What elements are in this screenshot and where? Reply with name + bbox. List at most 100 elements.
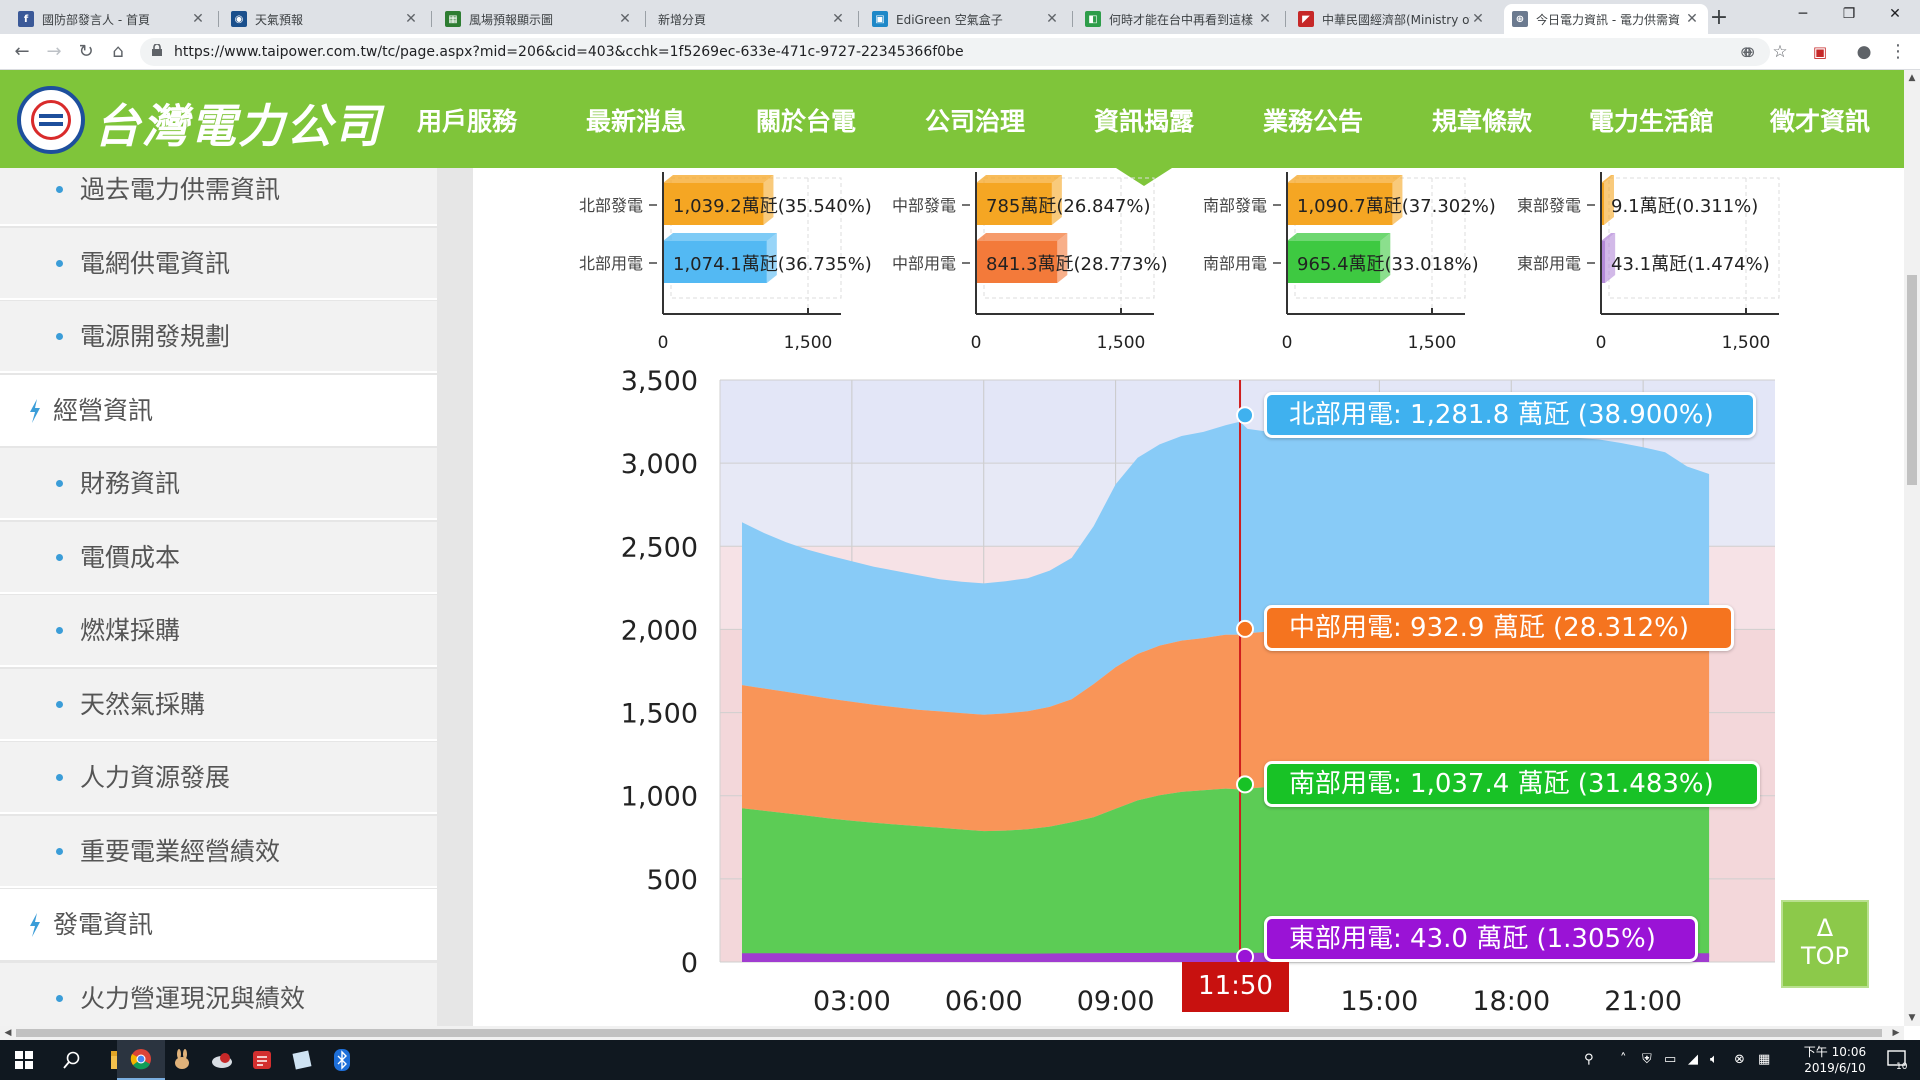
horizontal-scroll-thumb[interactable] <box>16 1029 1882 1037</box>
browser-tab[interactable]: ▣ EdiGreen 空氣盒子 ✕ <box>864 4 1068 34</box>
bar-category-label: 北部發電 <box>579 196 643 215</box>
tab-close-icon[interactable]: ✕ <box>1472 11 1484 27</box>
back-icon[interactable]: ← <box>14 41 30 62</box>
bar-data-label: 43.1萬瓩(1.474%) <box>1611 254 1770 275</box>
nav-item[interactable]: 徵才資訊 <box>1770 107 1871 136</box>
scroll-left-icon[interactable]: ◀ <box>4 1028 12 1038</box>
nav-item[interactable]: 最新消息 <box>586 107 687 136</box>
extension-icon[interactable]: ▣ <box>1812 43 1828 61</box>
sidebar-item[interactable]: 天然氣採購 <box>0 668 437 741</box>
tooltip-dot <box>1236 619 1255 638</box>
sidebar-item[interactable]: 人力資源發展 <box>0 742 437 814</box>
restore-button[interactable]: ❐ <box>1842 6 1856 22</box>
area-x-tick-label: 15:00 <box>1340 986 1418 1017</box>
sidebar-item[interactable]: 財務資訊 <box>0 448 437 520</box>
scroll-up-icon[interactable]: ▲ <box>1908 73 1916 83</box>
bullet-icon <box>56 847 63 855</box>
zoom-icon[interactable]: ⊕ <box>1740 43 1753 61</box>
horizontal-scrollbar[interactable]: ◀ ▶ <box>0 1026 1904 1040</box>
sidebar-item[interactable]: 電網供電資訊 <box>0 227 437 300</box>
sidebar-item[interactable]: 電源開發規劃 <box>0 301 437 373</box>
app-rabbit-icon[interactable] <box>158 1040 206 1080</box>
tab-close-icon[interactable]: ✕ <box>1046 11 1058 27</box>
browser-tab[interactable]: ◧ 何時才能在台中再看到這樣 ✕ <box>1077 4 1281 34</box>
nav-item[interactable]: 資訊揭露 <box>1094 107 1195 136</box>
tab-close-icon[interactable]: ✕ <box>405 11 417 27</box>
address-bar[interactable]: https://www.taipower.com.tw/tc/page.aspx… <box>140 38 1770 66</box>
sidebar-item-label: 過去電力供需資訊 <box>80 175 281 204</box>
area-y-tick-label: 1,000 <box>621 782 698 813</box>
sidebar-item[interactable]: 重要電業經營績效 <box>0 815 437 888</box>
bar-side-face <box>1051 175 1062 225</box>
nav-item[interactable]: 用戶服務 <box>417 107 518 136</box>
browser-tab[interactable]: ◤ 中華民國經濟部(Ministry of ✕ <box>1290 4 1494 34</box>
security-tray-icon[interactable]: ⛨ <box>1642 1052 1652 1067</box>
network-icon[interactable]: ◢ <box>1688 1052 1698 1067</box>
sidebar-item[interactable]: 火力營運現況與績效 <box>0 962 437 1026</box>
back-to-top-button[interactable]: Δ TOP <box>1781 900 1869 988</box>
bar-data-label: 1,090.7萬瓩(37.302%) <box>1297 196 1496 217</box>
active-nav-pointer <box>1116 168 1172 186</box>
vertical-scroll-thumb[interactable] <box>1907 275 1917 485</box>
chrome-icon[interactable] <box>117 1040 165 1080</box>
tab-close-icon[interactable]: ✕ <box>192 11 204 27</box>
home-icon[interactable]: ⌂ <box>112 41 124 62</box>
zoom-icon[interactable]: ⊕ <box>1742 43 1756 61</box>
sidebar-item-label: 燃煤採購 <box>80 616 181 645</box>
browser-tab[interactable]: ▦ 風場預報顯示圖 ✕ <box>437 4 641 34</box>
sidebar-item[interactable]: 電價成本 <box>0 521 437 594</box>
site-logo-text[interactable]: 台灣電力公司 <box>94 99 382 153</box>
people-icon[interactable]: ⚲ <box>1584 1052 1594 1067</box>
nav-item[interactable]: 公司治理 <box>925 107 1026 136</box>
tab-close-icon[interactable]: ✕ <box>619 11 631 27</box>
close-circle-icon[interactable]: ⊗ <box>1734 1052 1745 1067</box>
bar-top-face <box>976 233 1068 241</box>
windows-start-icon[interactable] <box>0 1040 48 1080</box>
sidebar-item[interactable]: 過去電力供需資訊 <box>0 168 437 226</box>
close-window-button[interactable]: ✕ <box>1889 6 1901 22</box>
taipower-logo-icon[interactable] <box>17 86 85 154</box>
nav-item[interactable]: 規章條款 <box>1432 107 1533 136</box>
minimize-button[interactable]: ─ <box>1798 6 1808 22</box>
tab-close-icon[interactable]: ✕ <box>1259 11 1271 27</box>
app-red-icon[interactable] <box>238 1040 286 1080</box>
new-tab-button[interactable]: + <box>1709 5 1729 30</box>
app-notebook-icon[interactable] <box>278 1040 326 1080</box>
notification-center-icon[interactable]: 10 <box>1878 1040 1918 1080</box>
forward-icon[interactable]: → <box>46 41 62 62</box>
volume-icon[interactable]: 🔈︎ <box>1710 1052 1718 1067</box>
bar-data-label: 965.4萬瓩(33.018%) <box>1297 254 1479 275</box>
scroll-right-icon[interactable]: ▶ <box>1892 1028 1900 1038</box>
battery-icon[interactable]: ▭ <box>1664 1052 1677 1067</box>
tab-title: 中華民國經濟部(Ministry of <box>1322 12 1470 27</box>
tab-close-icon[interactable]: ✕ <box>832 11 844 27</box>
nav-item[interactable]: 業務公告 <box>1263 107 1364 136</box>
bluetooth-icon[interactable] <box>318 1040 366 1080</box>
scroll-down-icon[interactable]: ▼ <box>1908 1013 1916 1023</box>
sidebar-item[interactable]: 燃煤採購 <box>0 595 437 667</box>
sidebar-section[interactable]: 經營資訊 <box>0 374 437 447</box>
nav-item[interactable]: 關於台電 <box>756 107 857 136</box>
sidebar-section[interactable]: 發電資訊 <box>0 889 437 961</box>
menu-icon[interactable]: ⋮ <box>1889 41 1907 62</box>
vertical-scrollbar[interactable]: ▲ ▼ <box>1904 70 1920 1026</box>
browser-tab[interactable]: ◉ 天氣預報 ✕ <box>223 4 427 34</box>
reload-icon[interactable]: ↻ <box>78 41 94 62</box>
profile-icon[interactable]: ● <box>1856 42 1872 62</box>
search-icon[interactable] <box>48 1040 96 1080</box>
input-method-icon[interactable]: ▦ <box>1758 1052 1771 1067</box>
sidebar-item-label: 人力資源發展 <box>80 763 231 792</box>
browser-tab[interactable]: f 國防部發言人 - 首頁 ✕ <box>10 4 214 34</box>
bookmark-star-icon[interactable]: ☆ <box>1772 42 1788 62</box>
bullet-icon <box>56 994 63 1002</box>
sidebar-item-label: 電價成本 <box>80 542 181 572</box>
area-series <box>742 421 1710 715</box>
show-hidden-icons-icon[interactable]: ˄ <box>1620 1052 1627 1067</box>
taskbar-clock[interactable]: 下午 10:06 2019/6/10 <box>1790 1044 1880 1076</box>
browser-tab[interactable]: 新增分頁 ✕ <box>650 4 854 34</box>
app-cloud-icon[interactable] <box>198 1040 246 1080</box>
area-y-tick-label: 0 <box>681 948 698 979</box>
nav-item[interactable]: 電力生活館 <box>1589 107 1715 136</box>
browser-tab[interactable]: ⊕ 今日電力資訊 - 電力供需資 ✕ <box>1504 4 1708 34</box>
tab-close-icon[interactable]: ✕ <box>1686 11 1698 27</box>
